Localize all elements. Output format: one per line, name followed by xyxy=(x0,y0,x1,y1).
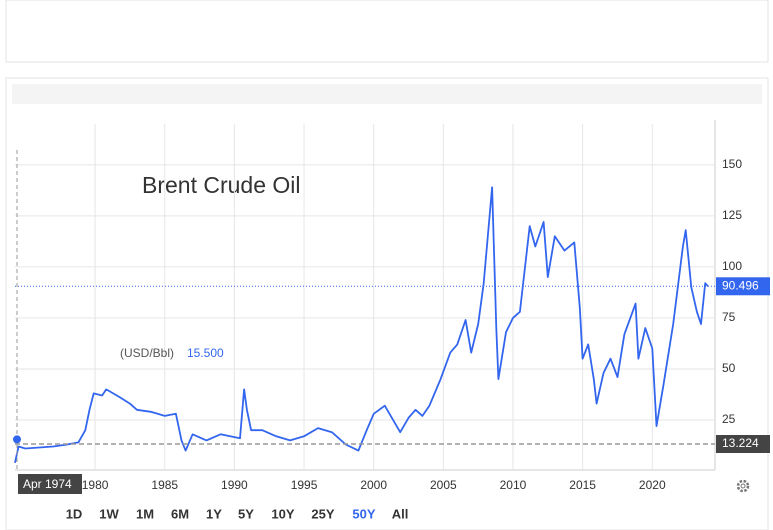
hover-point xyxy=(13,435,21,444)
x-tick-label: 1990 xyxy=(221,478,248,492)
hover-value: 15.500 xyxy=(187,346,224,360)
last-value-label: 90.496 xyxy=(722,278,759,292)
hover-date: Apr 1974 xyxy=(23,477,72,491)
y-tick-label: 100 xyxy=(722,259,742,273)
range-button[interactable]: 1D xyxy=(66,506,83,521)
range-button[interactable]: 10Y xyxy=(271,506,294,521)
chart-panel xyxy=(5,77,769,530)
range-button[interactable]: All xyxy=(392,506,409,521)
range-button[interactable]: 1W xyxy=(99,506,119,521)
x-tick-label: 1980 xyxy=(82,478,109,492)
range-button[interactable]: 1M xyxy=(136,506,154,521)
range-button[interactable]: 50Y xyxy=(352,506,375,521)
y-tick-label: 50 xyxy=(722,361,736,375)
x-tick-label: 2015 xyxy=(569,478,596,492)
settings-icon[interactable] xyxy=(736,479,750,493)
range-button[interactable]: 25Y xyxy=(311,506,334,521)
x-tick-label: 2010 xyxy=(500,478,527,492)
toolbar xyxy=(12,84,762,104)
x-tick-label: 1995 xyxy=(291,478,318,492)
x-tick-label: 2005 xyxy=(430,478,457,492)
y-tick-label: 25 xyxy=(722,412,736,426)
x-tick-label: 1985 xyxy=(151,478,178,492)
range-button[interactable]: 5Y xyxy=(238,506,254,521)
level-box xyxy=(716,435,770,454)
chart-title: Brent Crude Oil xyxy=(142,172,301,198)
unit-label: (USD/Bbl) xyxy=(120,346,174,360)
hover-date-box xyxy=(18,474,82,494)
header-box xyxy=(5,0,769,63)
x-tick-label: 2020 xyxy=(639,478,666,492)
range-button[interactable]: 1Y xyxy=(206,506,222,521)
range-button[interactable]: 6M xyxy=(171,506,189,521)
y-tick-label: 150 xyxy=(722,157,742,171)
y-tick-label: 125 xyxy=(722,208,742,222)
level-label: 13.224 xyxy=(722,436,759,450)
x-tick-label: 2000 xyxy=(360,478,387,492)
last-value-box xyxy=(716,277,770,296)
y-tick-label: 75 xyxy=(722,310,736,324)
price-line xyxy=(14,186,709,463)
